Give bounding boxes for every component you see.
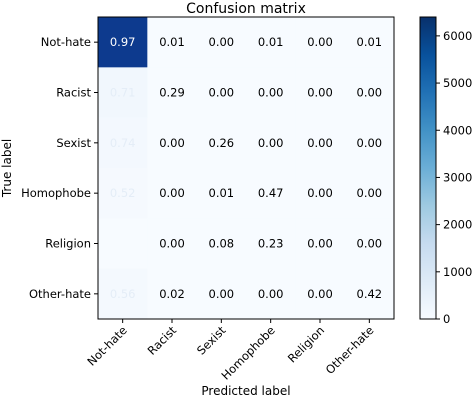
heatmap-cell	[147, 268, 198, 320]
heatmap-cell	[196, 117, 247, 169]
cell-value-label: 0.52	[110, 186, 136, 200]
cell-value-label: 0.00	[209, 35, 235, 49]
heatmap-cell	[246, 168, 296, 219]
heatmap-cell	[196, 67, 247, 119]
heatmap-cell	[295, 117, 346, 169]
heatmap-cell	[344, 117, 395, 169]
y-tick-label: Not-hate	[41, 35, 91, 49]
cell-value-label: 0.00	[258, 136, 284, 150]
heatmap-cell	[246, 268, 296, 320]
cell-value-label: 0.00	[357, 86, 383, 100]
heatmap-cell	[196, 168, 247, 219]
cell-value-label: 0.00	[258, 287, 284, 301]
colorbar-tick-label: 5000	[443, 76, 472, 90]
colorbar	[419, 16, 437, 320]
cell-value-label: 0.00	[357, 237, 383, 251]
cell-value-label: 0.00	[357, 186, 383, 200]
heatmap-cell	[344, 67, 395, 119]
heatmap-cell	[98, 168, 148, 219]
y-tick-label: Sexist	[56, 136, 91, 150]
cell-value-label: 0.00	[159, 186, 185, 200]
colorbar-ticks: 0 1000 2000 3000 4000 5000 6000	[436, 29, 472, 326]
heatmap-cell	[295, 168, 346, 219]
cell-value-label: 0.08	[209, 237, 235, 251]
x-axis-label: Predicted label	[201, 384, 290, 398]
colorbar-tick-label: 4000	[443, 123, 472, 137]
cell-value-label: 0.00	[307, 186, 333, 200]
heatmap-cell	[246, 117, 296, 169]
cell-value-label: 0.26	[209, 136, 235, 150]
cell-value-label: 0.00	[357, 136, 383, 150]
heatmap-cell	[98, 17, 148, 68]
cell-value-label: 0.02	[159, 287, 185, 301]
heatmap-cell	[98, 218, 148, 270]
plot-frame	[97, 16, 395, 320]
heatmap-cell	[295, 17, 346, 68]
cell-value-label: 0.00	[209, 287, 235, 301]
heatmap-cell	[98, 268, 148, 320]
cell-value-label: 0.00	[307, 35, 333, 49]
heatmap-cell	[344, 168, 395, 219]
cell-value-label: 0.23	[258, 237, 284, 251]
colorbar-tick-label: 6000	[443, 29, 472, 43]
cell-value-label: 0.00	[159, 237, 185, 251]
heatmap-cell	[344, 17, 395, 68]
heatmap-cell	[147, 17, 198, 68]
heatmap-cell	[147, 67, 198, 119]
cell-value-label: 0.29	[159, 86, 185, 100]
heatmap-cell	[246, 67, 296, 119]
colorbar-tick-label: 2000	[443, 218, 472, 232]
heatmap-cell	[295, 218, 346, 270]
x-tick-label: Not-hate	[84, 323, 129, 368]
heatmap-cell	[344, 268, 395, 320]
heatmap-cell	[147, 168, 198, 219]
x-tick-label: Sexist	[194, 323, 229, 358]
x-tick-label: Other-hate	[323, 323, 377, 377]
heatmap-cell	[196, 268, 247, 320]
cell-value-label: 0.42	[357, 287, 383, 301]
cell-value-label: 0.74	[110, 136, 136, 150]
cell-value-label: 0.00	[159, 136, 185, 150]
cell-value-label: 0.00	[209, 86, 235, 100]
x-tick-label: Religion	[285, 323, 327, 365]
y-tick-label: Homophobe	[21, 186, 91, 200]
heatmap-cell	[246, 17, 296, 68]
colorbar-tick-label: 1000	[443, 265, 472, 279]
colorbar-tick-label: 3000	[443, 170, 472, 184]
y-axis-ticks: Not-hate Racist Sexist Homophobe Religion Oth…	[21, 35, 98, 301]
heatmap-cell	[196, 218, 247, 270]
x-tick-label: Racist	[145, 323, 180, 358]
heatmap-cell	[295, 268, 346, 320]
heatmap-cell	[147, 117, 198, 169]
cell-value-label: 0.97	[110, 35, 136, 49]
cell-value-label: 0.00	[307, 287, 333, 301]
cell-value-label: 0.71	[110, 86, 136, 100]
cell-value-label: 0.00	[307, 136, 333, 150]
cell-value-label: 0.00	[258, 86, 284, 100]
cell-value-label: 0.00	[307, 237, 333, 251]
y-tick-label: Racist	[56, 86, 91, 100]
heatmap-cell	[246, 218, 296, 270]
cell-value-label: 0.01	[357, 35, 383, 49]
heatmap-cell	[344, 218, 395, 270]
heatmap-cell	[196, 17, 247, 68]
colorbar-tick-label: 0	[443, 312, 450, 326]
y-tick-label: Other-hate	[29, 287, 91, 301]
cell-value-label: 0.01	[258, 35, 284, 49]
chart-title: Confusion matrix	[186, 1, 306, 17]
y-axis-label: True label	[0, 139, 14, 198]
cell-value-label: 0.00	[307, 86, 333, 100]
cell-value-label: 0.56	[110, 287, 136, 301]
heatmap-cell	[98, 67, 148, 119]
heatmap-cells: 0.97 0.01 0.00 0.01 0.00 0.01 0.71 0.29 0.00 0.00…	[98, 17, 395, 320]
cell-value-label: 0.01	[209, 186, 235, 200]
y-tick-label: Religion	[45, 237, 91, 251]
heatmap-cell	[295, 67, 346, 119]
cell-value-label: 0.47	[258, 186, 284, 200]
heatmap-cell	[98, 117, 148, 169]
cell-value-label: 0.01	[159, 35, 185, 49]
heatmap-cell	[147, 218, 198, 270]
